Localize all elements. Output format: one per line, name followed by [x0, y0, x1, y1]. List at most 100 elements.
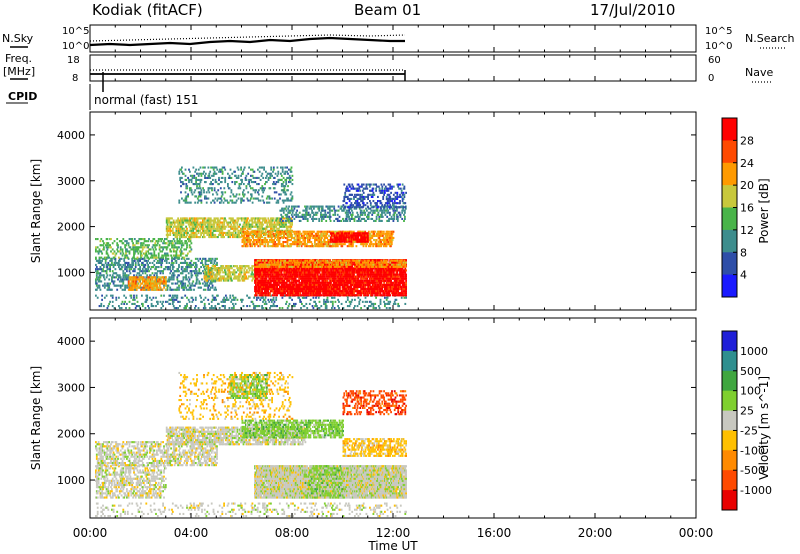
data-cell [291, 281, 293, 284]
data-cell [194, 272, 196, 275]
data-cell [156, 300, 159, 303]
data-cell [402, 265, 405, 268]
data-cell [323, 302, 325, 305]
data-cell [156, 274, 158, 277]
data-cell [264, 281, 267, 284]
data-cell [144, 272, 147, 275]
data-cell [359, 273, 362, 276]
data-cell [271, 271, 274, 274]
data-cell [321, 279, 324, 282]
data-cell [309, 263, 312, 266]
data-cell [339, 285, 341, 288]
data-cell [119, 248, 122, 251]
data-cell [205, 259, 208, 262]
data-cell [174, 242, 177, 245]
data-cell [228, 267, 231, 270]
data-cell [195, 282, 198, 285]
data-cell [154, 284, 157, 287]
data-cell [220, 265, 223, 268]
data-cell [275, 263, 278, 266]
data-cell [138, 274, 141, 277]
data-cell [347, 263, 350, 266]
data-cell [300, 300, 302, 303]
data-cell [191, 263, 194, 266]
data-cell [111, 288, 113, 291]
data-cell [332, 275, 335, 278]
data-cell [172, 300, 175, 303]
data-cell [385, 277, 388, 280]
data-cell [127, 261, 130, 264]
data-cell [97, 272, 100, 275]
data-cell [386, 296, 389, 299]
data-cell [343, 259, 346, 262]
data-cell [294, 285, 297, 288]
data-cell [272, 265, 275, 268]
data-cell [314, 265, 316, 268]
data-cell [127, 278, 130, 281]
data-cell [186, 296, 188, 299]
data-cell [347, 294, 350, 297]
data-cell [252, 302, 255, 305]
data-cell [362, 275, 365, 278]
data-cell [107, 246, 110, 249]
data-cell [275, 275, 278, 278]
data-cell [309, 273, 312, 276]
data-cell [224, 300, 226, 303]
data-cell [132, 278, 135, 281]
data-cell [283, 279, 286, 282]
data-cell [389, 265, 392, 268]
data-cell [341, 265, 344, 268]
data-cell [323, 261, 325, 264]
data-cell [171, 282, 174, 285]
data-cell [260, 294, 263, 297]
data-cell [291, 275, 293, 278]
data-cell [166, 300, 169, 303]
data-cell [179, 240, 181, 243]
data-cell [225, 277, 228, 280]
data-cell [153, 286, 156, 289]
data-cell [191, 282, 194, 285]
data-cell [143, 257, 146, 260]
data-cell [402, 294, 405, 297]
data-cell [211, 284, 214, 287]
data-cell [210, 300, 213, 303]
data-cell [365, 275, 368, 278]
data-cell [133, 250, 135, 253]
data-cell [321, 271, 324, 274]
data-cell [397, 269, 400, 272]
data-cell [131, 257, 134, 260]
data-cell [189, 238, 192, 241]
data-cell [216, 278, 218, 281]
data-cell [374, 261, 377, 264]
data-cell [159, 276, 162, 279]
data-cell [313, 263, 316, 266]
data-cell [330, 267, 332, 270]
data-cell [95, 280, 97, 283]
data-cell [145, 270, 148, 273]
data-cell [365, 290, 368, 293]
data-cell [213, 267, 216, 270]
data-cell [96, 246, 99, 249]
data-cell [294, 288, 297, 291]
data-cell [256, 271, 259, 274]
data-cell [140, 252, 142, 255]
data-cell [346, 296, 349, 299]
data-cell [99, 259, 102, 262]
data-cell [263, 275, 266, 278]
data-cell [199, 257, 202, 260]
data-cell [151, 256, 154, 259]
data-cell [229, 296, 232, 299]
data-cell [385, 275, 388, 278]
data-cell [216, 273, 219, 276]
data-cell [201, 259, 203, 262]
data-cell [257, 271, 260, 274]
data-cell [128, 266, 131, 269]
data-cell [181, 280, 184, 283]
data-cell [324, 290, 327, 293]
data-cell [214, 265, 216, 268]
data-cell [255, 288, 258, 291]
data-cell [115, 298, 118, 301]
data-cell [240, 307, 242, 310]
data-cell [140, 276, 142, 279]
data-cell [219, 275, 222, 278]
